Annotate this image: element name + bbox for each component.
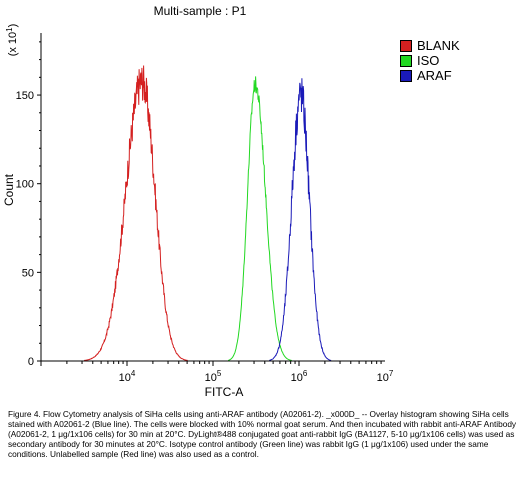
y-multiplier-exponent: 1 <box>5 27 14 32</box>
x-tick-label: 107 <box>377 369 394 384</box>
flow-cytometry-histogram: Multi-sample : P1 (x 101) Count FITC-A 0… <box>2 4 394 399</box>
y-tick-label: 100 <box>16 179 34 191</box>
legend-label: ISO <box>417 53 440 68</box>
legend-item-iso: ISO <box>400 53 520 68</box>
series-line-iso <box>227 76 292 361</box>
y-tick-label: 0 <box>28 356 34 368</box>
y-axis-ticks: 0 50 100 150 <box>16 41 41 368</box>
legend-swatch <box>400 54 412 67</box>
y-tick-label: 50 <box>22 267 34 279</box>
figure-caption: Figure 4. Flow Cytometry analysis of SiH… <box>8 409 520 459</box>
svg-text:(x 101): (x 101) <box>5 24 19 57</box>
legend-swatch <box>400 69 412 82</box>
x-tick-label: 106 <box>291 369 308 384</box>
y-multiplier-text: (x 10 <box>7 32 19 56</box>
legend: BLANK ISO ARAF <box>400 38 520 83</box>
caption-text: Figure 4. Flow Cytometry analysis of SiH… <box>8 409 517 460</box>
legend-item-araf: ARAF <box>400 68 520 83</box>
x-axis-label: FITC-A <box>205 385 244 399</box>
x-axis-ticks: 104 105 106 107 <box>40 361 394 384</box>
histogram-series <box>84 65 332 361</box>
series-line-blank <box>84 65 188 361</box>
chart-title: Multi-sample : P1 <box>154 4 247 18</box>
y-tick-label: 150 <box>16 90 34 102</box>
y-axis-multiplier: (x 101) <box>5 24 19 57</box>
series-line-araf <box>269 78 332 361</box>
x-tick-label: 105 <box>205 369 222 384</box>
legend-label: ARAF <box>417 68 452 83</box>
x-tick-label: 104 <box>119 369 136 384</box>
axis-lines <box>40 33 385 362</box>
legend-label: BLANK <box>417 38 460 53</box>
legend-item-blank: BLANK <box>400 38 520 53</box>
legend-swatch <box>400 39 412 52</box>
y-axis-label: Count <box>2 173 16 206</box>
